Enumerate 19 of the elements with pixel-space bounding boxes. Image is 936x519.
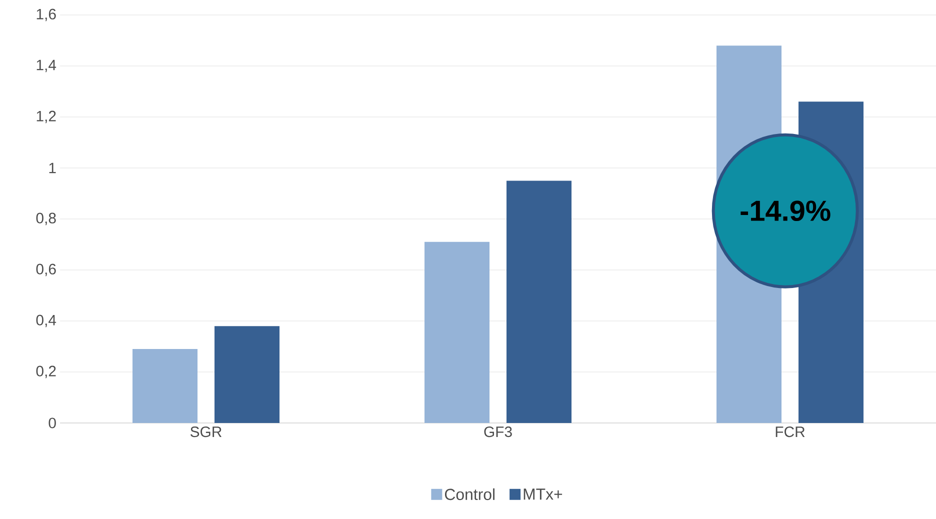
y-tick-label: 0,8 xyxy=(36,212,56,226)
bar xyxy=(506,180,572,423)
annotation: -14.9% xyxy=(740,200,830,222)
legend-label: MTx+ xyxy=(524,488,562,500)
y-tick-label: 1 xyxy=(49,162,56,174)
y-tick-label: 1,2 xyxy=(36,110,56,124)
bar xyxy=(132,349,198,423)
x-tick-label: FCR xyxy=(776,426,805,438)
x-tick-label: SGR xyxy=(190,426,222,438)
legend-label: Control xyxy=(444,488,494,500)
y-tick-label: 0,2 xyxy=(36,366,56,378)
x-tick-label: GF3 xyxy=(484,426,512,438)
bar xyxy=(424,242,490,423)
y-tick-label: 0,6 xyxy=(36,264,56,276)
y-tick-label: 1,4 xyxy=(36,60,56,72)
y-tick-label: 0,4 xyxy=(36,314,56,328)
y-tick-label: 0 xyxy=(48,418,56,428)
y-tick-label: 1,6 xyxy=(36,8,56,22)
bar xyxy=(214,326,280,423)
